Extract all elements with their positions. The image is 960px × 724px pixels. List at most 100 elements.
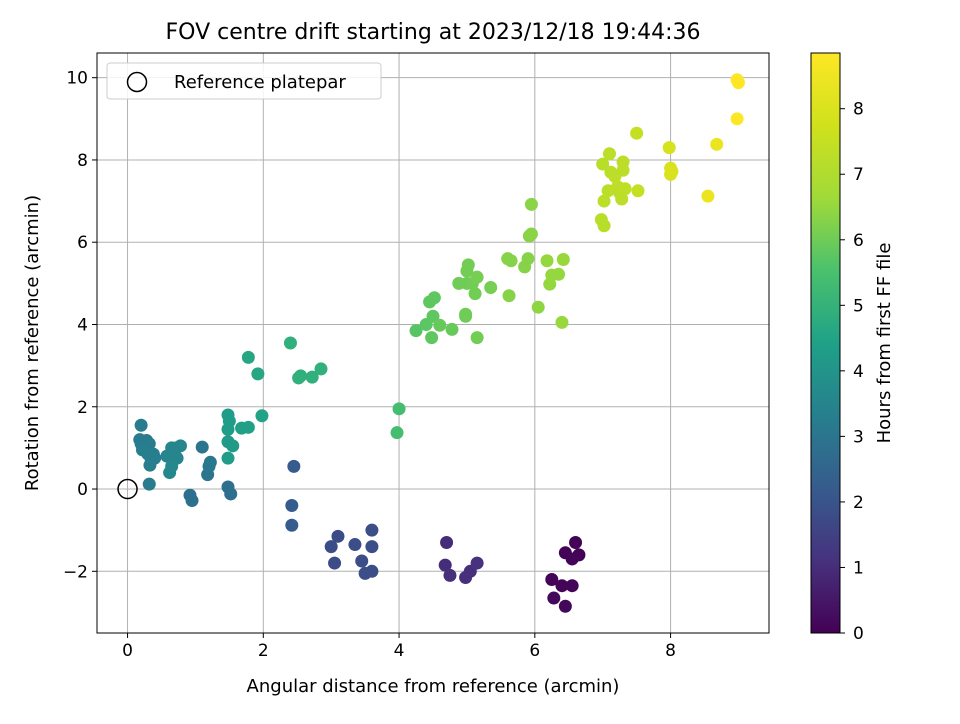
data-point: [224, 487, 238, 501]
y-axis-label: Rotation from reference (arcmin): [22, 195, 43, 491]
data-point: [134, 418, 148, 432]
y-tick-label: 4: [77, 315, 88, 335]
data-point: [461, 258, 475, 272]
data-point: [328, 556, 342, 570]
data-point: [524, 197, 538, 211]
data-point: [222, 414, 236, 428]
y-axis-ticks: −2 0 2 4 6 8 10: [63, 69, 97, 582]
y-tick-label: 6: [77, 233, 88, 253]
data-point: [425, 331, 439, 345]
data-point: [618, 182, 632, 196]
colorbar-label: Hours from first FF file: [874, 243, 895, 444]
data-point: [241, 350, 255, 364]
colorbar-tick-label: 4: [853, 362, 864, 382]
data-point: [285, 498, 299, 512]
data-point: [470, 331, 484, 345]
data-point: [547, 591, 561, 605]
data-point: [142, 477, 156, 491]
colorbar-ticks: 0 1 2 3 4 5 6 7 8: [840, 100, 864, 644]
colorbar-tick-label: 7: [853, 165, 864, 185]
data-point: [540, 254, 554, 268]
colorbar-tick-label: 1: [853, 558, 864, 578]
legend-box: [106, 62, 382, 100]
colorbar-tick-label: 3: [853, 427, 864, 447]
data-point: [616, 155, 630, 169]
data-point: [365, 540, 379, 554]
data-point: [730, 112, 744, 126]
data-point: [597, 219, 611, 233]
colorbar-tick-label: 0: [853, 624, 864, 644]
plot-frame: [96, 52, 770, 634]
data-point: [251, 367, 265, 381]
data-point: [470, 556, 484, 570]
data-point: [163, 466, 177, 480]
reference-marker: [117, 478, 138, 500]
x-tick-label: 2: [258, 641, 269, 661]
x-tick-label: 0: [122, 641, 133, 661]
y-tick-label: 8: [77, 151, 88, 171]
data-point: [545, 573, 559, 587]
x-tick-label: 8: [665, 641, 676, 661]
legend-entry: Reference platepar: [174, 72, 346, 93]
colorbar-tick-label: 5: [853, 296, 864, 316]
data-point: [558, 599, 572, 613]
data-point: [324, 540, 338, 554]
data-point: [409, 324, 423, 338]
data-point: [615, 192, 629, 206]
data-point: [630, 126, 644, 140]
x-tick-label: 4: [394, 641, 405, 661]
data-point: [392, 402, 406, 416]
data-point: [433, 318, 447, 332]
data-point: [565, 552, 579, 566]
data-point: [283, 336, 297, 350]
data-point: [427, 291, 441, 305]
data-point: [314, 362, 328, 376]
data-point: [438, 558, 452, 572]
data-point: [569, 536, 583, 550]
data-point: [504, 254, 518, 268]
data-point: [552, 267, 566, 281]
data-point: [365, 523, 379, 537]
colorbar-tick-label: 2: [853, 493, 864, 513]
data-point: [731, 76, 745, 90]
data-points: [133, 73, 745, 613]
y-tick-label: 0: [77, 480, 88, 500]
data-point: [203, 455, 217, 469]
data-point: [143, 458, 157, 472]
data-point: [390, 426, 404, 440]
colorbar: [810, 52, 841, 634]
data-point: [596, 157, 610, 171]
x-axis-label: Angular distance from reference (arcmin): [247, 676, 620, 697]
legend-marker: [126, 71, 148, 93]
data-point: [185, 494, 199, 508]
data-point: [459, 570, 473, 584]
data-point: [521, 252, 535, 266]
data-point: [484, 280, 498, 294]
y-tick-label: −2: [63, 562, 88, 582]
x-axis-ticks: 0 2 4 6 8: [122, 633, 676, 661]
chart-title: FOV centre drift starting at 2023/12/18 …: [166, 20, 701, 45]
data-point: [195, 440, 209, 454]
data-point: [443, 568, 457, 582]
data-point: [502, 289, 516, 303]
data-point: [221, 451, 235, 465]
data-point: [710, 137, 724, 151]
data-point: [555, 315, 569, 329]
data-point: [556, 252, 570, 266]
data-point: [470, 270, 484, 284]
colorbar-tick-label: 6: [853, 231, 864, 251]
data-point: [255, 409, 269, 423]
data-point: [226, 439, 240, 453]
data-point: [348, 538, 362, 552]
data-point: [292, 371, 306, 385]
y-tick-label: 2: [77, 398, 88, 418]
data-point: [531, 300, 545, 314]
data-point: [241, 420, 255, 434]
legend: Reference platepar: [106, 62, 382, 100]
data-point: [459, 307, 473, 321]
data-point: [468, 287, 482, 301]
data-point: [365, 564, 379, 578]
data-point: [602, 147, 616, 161]
